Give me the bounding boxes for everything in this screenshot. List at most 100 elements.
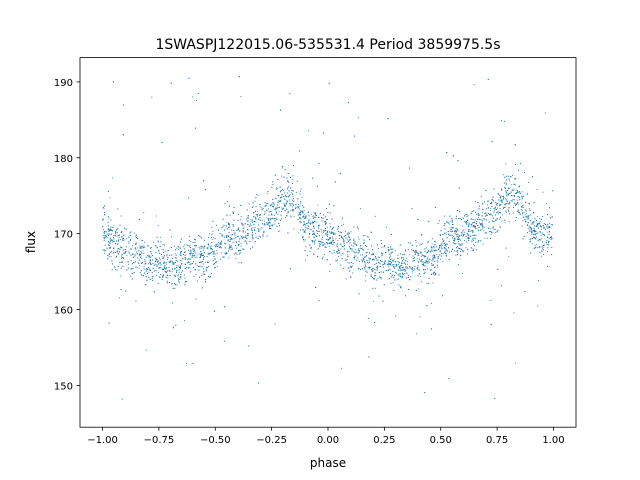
data-point xyxy=(182,246,184,248)
data-point xyxy=(275,208,277,210)
data-point xyxy=(194,246,196,248)
data-point xyxy=(198,269,200,271)
data-point xyxy=(289,194,291,196)
data-point xyxy=(503,206,505,209)
data-point xyxy=(380,278,382,280)
data-point xyxy=(195,99,198,102)
data-point xyxy=(291,178,293,181)
data-point xyxy=(216,245,218,248)
data-point xyxy=(207,266,210,268)
data-point xyxy=(380,277,382,279)
data-point xyxy=(107,244,109,246)
data-point xyxy=(278,206,280,208)
data-point xyxy=(366,271,368,273)
data-point xyxy=(102,226,104,228)
data-point xyxy=(550,217,552,219)
data-point xyxy=(460,248,463,250)
data-point xyxy=(332,238,334,240)
data-point xyxy=(107,215,109,218)
data-point xyxy=(322,244,324,246)
data-point xyxy=(243,226,245,228)
data-point xyxy=(297,198,299,200)
data-point xyxy=(494,397,496,400)
data-point xyxy=(174,262,176,264)
data-point xyxy=(387,246,389,248)
data-point xyxy=(436,264,438,266)
data-point xyxy=(199,265,201,267)
data-point xyxy=(513,212,515,214)
data-point xyxy=(194,269,197,271)
data-point xyxy=(471,240,473,242)
data-point xyxy=(325,230,327,232)
data-point xyxy=(286,215,288,217)
data-point xyxy=(444,252,446,254)
data-point xyxy=(175,324,177,326)
data-point xyxy=(162,276,164,278)
data-point xyxy=(107,254,109,257)
data-point xyxy=(103,205,106,207)
data-point xyxy=(484,232,486,234)
data-point xyxy=(329,251,331,253)
data-point xyxy=(188,77,190,79)
data-point xyxy=(149,260,151,262)
data-point xyxy=(184,259,186,261)
data-point xyxy=(358,293,360,295)
data-point xyxy=(452,223,454,226)
data-point xyxy=(220,243,223,245)
data-point xyxy=(316,236,318,238)
data-point xyxy=(528,181,530,183)
data-point xyxy=(189,263,191,265)
data-point xyxy=(229,214,231,216)
data-point xyxy=(223,224,225,226)
data-point xyxy=(521,191,523,193)
data-point xyxy=(462,230,464,232)
data-point xyxy=(541,232,543,234)
data-point xyxy=(305,224,307,226)
data-point xyxy=(148,268,151,270)
data-point xyxy=(533,236,535,238)
data-point xyxy=(550,238,552,241)
data-point xyxy=(217,243,219,245)
data-point xyxy=(302,237,304,239)
data-point xyxy=(231,247,233,249)
data-point xyxy=(212,250,214,253)
data-point xyxy=(529,226,531,228)
data-point xyxy=(245,218,247,220)
data-point xyxy=(433,246,435,248)
data-point xyxy=(307,211,309,213)
data-point xyxy=(157,263,160,265)
data-point xyxy=(471,249,473,251)
data-point xyxy=(111,260,113,262)
data-point xyxy=(430,269,432,271)
data-point xyxy=(356,244,358,246)
data-point xyxy=(115,231,117,233)
data-point xyxy=(190,241,192,243)
data-point xyxy=(337,255,340,258)
data-point xyxy=(442,233,444,235)
data-point xyxy=(305,246,307,248)
data-point xyxy=(332,232,334,234)
data-point xyxy=(329,270,331,272)
data-point xyxy=(315,212,317,214)
data-point xyxy=(184,277,186,279)
data-point xyxy=(185,362,188,365)
data-point xyxy=(317,230,319,232)
data-point xyxy=(515,216,517,219)
data-point xyxy=(400,287,402,289)
data-point xyxy=(499,194,501,196)
data-point xyxy=(468,223,470,225)
data-point xyxy=(519,185,521,187)
data-point xyxy=(505,163,507,165)
data-point xyxy=(467,248,469,250)
data-point xyxy=(160,241,162,243)
data-point xyxy=(119,238,121,240)
data-point xyxy=(155,251,157,253)
data-point xyxy=(464,221,466,223)
data-point xyxy=(503,182,505,184)
data-point xyxy=(310,247,312,249)
data-point xyxy=(434,260,436,262)
data-point xyxy=(168,267,170,269)
data-point xyxy=(105,235,107,237)
data-point xyxy=(497,268,499,270)
data-point xyxy=(144,263,146,265)
